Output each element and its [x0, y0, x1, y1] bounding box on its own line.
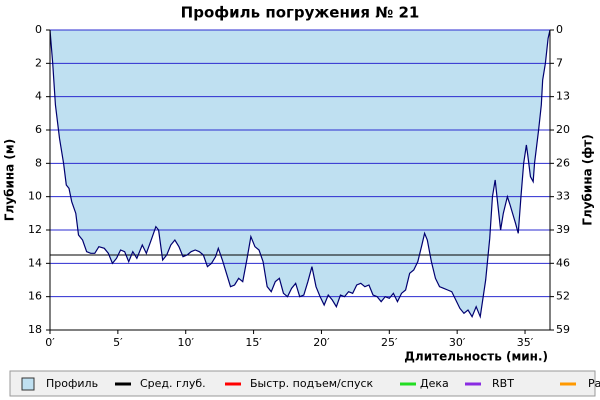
- y2-tick-label: 26: [556, 156, 570, 169]
- profile-area: [50, 30, 550, 317]
- legend-label: Дека: [420, 377, 449, 390]
- chart-title: Профиль погружения № 21: [181, 4, 420, 22]
- x-tick-label: 5′: [113, 336, 123, 349]
- legend-label: Сред. глуб.: [140, 377, 206, 390]
- y2-tick-label: 13: [556, 90, 570, 103]
- y-tick-label: 4: [35, 90, 42, 103]
- y2-tick-label: 0: [556, 23, 563, 36]
- legend-box: [9, 370, 596, 397]
- y2-tick-label: 46: [556, 256, 570, 269]
- x-tick-label: 30′: [449, 336, 466, 349]
- y2-tick-label: 20: [556, 123, 570, 136]
- y2-axis-label: Глубина (фт): [581, 134, 595, 225]
- y2-tick-label: 7: [556, 56, 563, 69]
- x-axis-label: Длительность (мин.): [404, 350, 548, 364]
- y-tick-label: 2: [35, 56, 42, 69]
- legend-label: RBT: [492, 377, 514, 390]
- x-tick-label: 10′: [177, 336, 194, 349]
- y-tick-label: 16: [28, 290, 42, 303]
- y-tick-label: 8: [35, 156, 42, 169]
- legend-label: Профиль: [46, 377, 98, 390]
- y-tick-label: 10: [28, 190, 42, 203]
- y2-tick-label: 33: [556, 190, 570, 203]
- x-tick-label: 15′: [245, 336, 262, 349]
- y-tick-label: 14: [28, 256, 42, 269]
- y-tick-label: 6: [35, 123, 42, 136]
- y2-tick-label: 39: [556, 223, 570, 236]
- x-tick-label: 20′: [313, 336, 330, 349]
- profile-line: [49, 29, 551, 319]
- y-tick-label: 12: [28, 223, 42, 236]
- x-tick-label: 35′: [517, 336, 534, 349]
- y2-tick-label: 59: [556, 323, 570, 336]
- y-axis-label: Глубина (м): [3, 139, 17, 221]
- legend-label: Раб.: [588, 377, 600, 390]
- x-tick-label: 0′: [45, 336, 55, 349]
- y-tick-label: 0: [35, 23, 42, 36]
- x-tick-label: 25′: [381, 336, 398, 349]
- y-tick-label: 18: [28, 323, 42, 336]
- legend-swatch: [21, 377, 35, 391]
- y2-tick-label: 52: [556, 290, 570, 303]
- legend-label: Быстр. подъем/спуск: [250, 377, 374, 390]
